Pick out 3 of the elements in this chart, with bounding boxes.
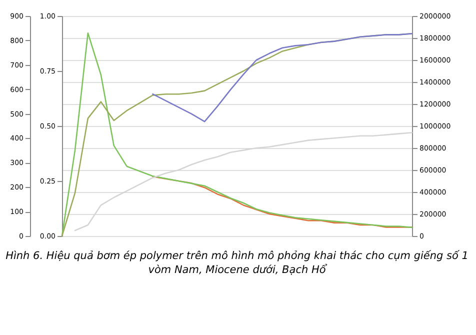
line-series: [152, 176, 413, 228]
line-series: [152, 32, 413, 122]
text: Hình 6. Hiệu quả bơm ép polymer trên mô hình mô phỏng khai thác cho cụm giếng số 1 vòm Nam, Miocene dưới, Bạch Hổ: [6, 250, 468, 276]
